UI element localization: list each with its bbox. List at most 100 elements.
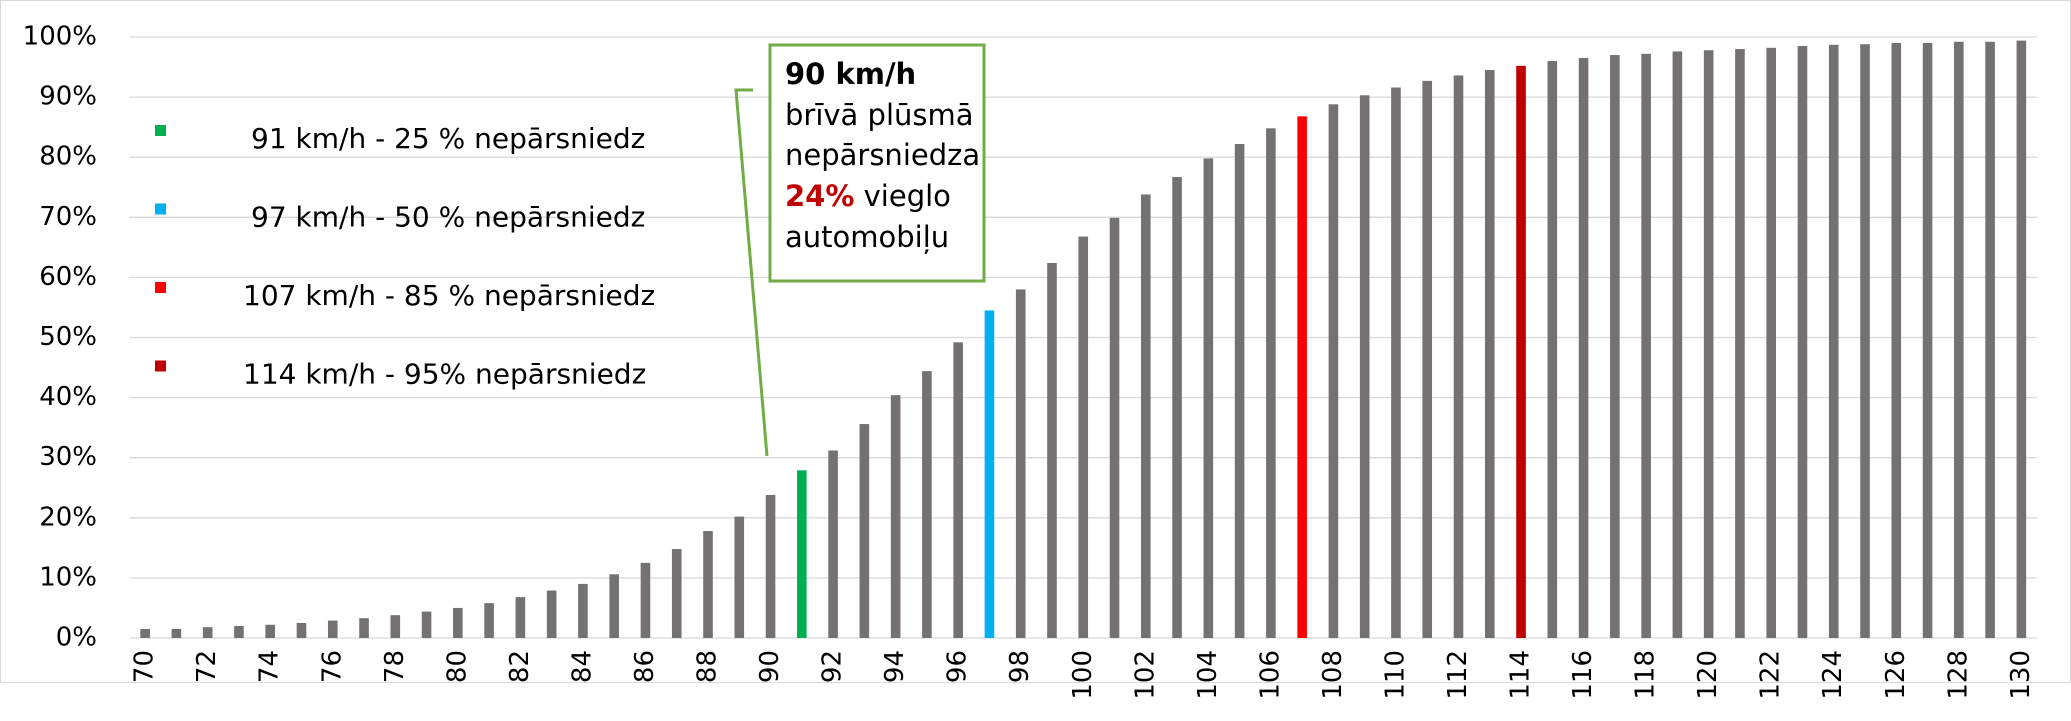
- y-tick-label: 40%: [39, 382, 97, 412]
- bar: [1172, 177, 1182, 638]
- bar: [453, 607, 463, 638]
- bar: [984, 310, 995, 638]
- x-tick-label: 112: [1443, 650, 1473, 700]
- bar: [1891, 43, 1902, 638]
- y-tick-label: 30%: [39, 442, 97, 472]
- legend-label: 114 km/h - 95% nepārsniedz: [243, 358, 646, 391]
- bar: [797, 470, 807, 638]
- x-tick-label: 124: [1818, 650, 1848, 700]
- bar: [1797, 46, 1808, 638]
- y-tick-label: 70%: [39, 202, 97, 232]
- annotation-text: automobiļu: [785, 220, 949, 254]
- x-tick-label: 84: [567, 650, 597, 683]
- bar: [1985, 41, 1995, 639]
- bar: [1484, 70, 1495, 639]
- bar: [1672, 51, 1683, 638]
- bar: [1547, 61, 1558, 639]
- bar: [1047, 262, 1057, 638]
- bar: [1578, 58, 1589, 639]
- x-tick-label: 88: [693, 650, 723, 683]
- bar: [1109, 217, 1120, 638]
- y-tick-label: 20%: [39, 502, 97, 532]
- x-tick-label: 80: [442, 650, 472, 683]
- bar: [859, 424, 870, 638]
- y-tick-label: 50%: [39, 322, 97, 352]
- bar: [1422, 80, 1433, 639]
- bar: [671, 549, 682, 638]
- x-tick-label: 104: [1193, 650, 1223, 700]
- y-tick-label: 80%: [39, 142, 97, 172]
- x-tick-label: 76: [317, 650, 347, 683]
- bar: [1078, 236, 1089, 639]
- chart-frame: [0, 0, 2071, 683]
- bar: [327, 620, 338, 638]
- bar: [703, 531, 713, 638]
- legend-swatch: [155, 360, 166, 372]
- x-tick-label: 74: [255, 650, 285, 683]
- x-tick-label: 108: [1318, 650, 1348, 700]
- x-tick-label: 100: [1068, 650, 1098, 700]
- bar: [1766, 47, 1777, 639]
- bar: [546, 590, 557, 638]
- x-tick-label: 120: [1693, 650, 1723, 700]
- annotation-text: vieglo: [864, 179, 951, 213]
- bar: [296, 622, 307, 638]
- bar: [1203, 158, 1214, 639]
- bar: [1954, 41, 1964, 639]
- legend-swatch: [155, 203, 166, 215]
- annotation-text: nepārsniedza: [785, 138, 980, 172]
- x-tick-label: 130: [2006, 650, 2036, 700]
- bar: [890, 395, 901, 638]
- bar: [1735, 49, 1745, 638]
- bar: [922, 371, 932, 638]
- bar: [1140, 194, 1151, 638]
- y-tick-label: 10%: [39, 562, 97, 592]
- annotation: 90 km/h brīvā plūsmā nepārsniedza 24% vi…: [734, 43, 986, 457]
- bar: [953, 342, 963, 638]
- bar: [1015, 289, 1026, 638]
- bar: [1922, 43, 1933, 638]
- bar: [390, 615, 401, 638]
- legend-swatch: [155, 282, 166, 293]
- bar: [1516, 65, 1526, 638]
- bar: [1297, 116, 1307, 638]
- bar: [609, 574, 619, 638]
- bar: [1359, 95, 1370, 638]
- x-tick-label: 118: [1631, 650, 1661, 700]
- x-tick-label: 110: [1380, 650, 1410, 700]
- bar: [765, 494, 776, 638]
- legend-label: 97 km/h - 50 % nepārsniedz: [251, 201, 645, 234]
- x-tick-label: 78: [380, 650, 410, 683]
- bar: [1703, 50, 1714, 639]
- legend-label: 91 km/h - 25 % nepārsniedz: [251, 122, 645, 155]
- x-tick-label: 116: [1568, 650, 1598, 700]
- x-tick-label: 94: [880, 650, 910, 683]
- bar: [1266, 128, 1276, 639]
- bar: [1860, 44, 1870, 639]
- x-tick-label: 102: [1130, 650, 1160, 700]
- x-tick-label: 92: [818, 650, 848, 683]
- y-tick-label: 100%: [23, 22, 97, 52]
- bar: [202, 627, 213, 638]
- annotation-box: [768, 43, 986, 283]
- x-tick-label: 96: [943, 650, 973, 683]
- bar: [421, 611, 432, 638]
- bar: [1828, 44, 1839, 639]
- x-tick-label: 90: [755, 650, 785, 683]
- y-tick-label: 0%: [56, 623, 97, 653]
- bar: [734, 516, 745, 638]
- x-tick-label: 122: [1756, 650, 1786, 700]
- annotation-connector: [734, 88, 769, 457]
- bar: [484, 603, 494, 638]
- y-tick-label: 60%: [39, 262, 97, 292]
- bar: [1234, 143, 1245, 638]
- bar: [1610, 55, 1620, 638]
- legend-label: 107 km/h - 85 % nepārsniedz: [243, 279, 655, 312]
- bar: [1391, 87, 1401, 638]
- x-tick-label: 82: [505, 650, 535, 683]
- bar: [359, 618, 369, 638]
- annotation-title: 90 km/h: [785, 57, 916, 91]
- legend-swatch: [155, 125, 166, 136]
- bar: [578, 583, 588, 638]
